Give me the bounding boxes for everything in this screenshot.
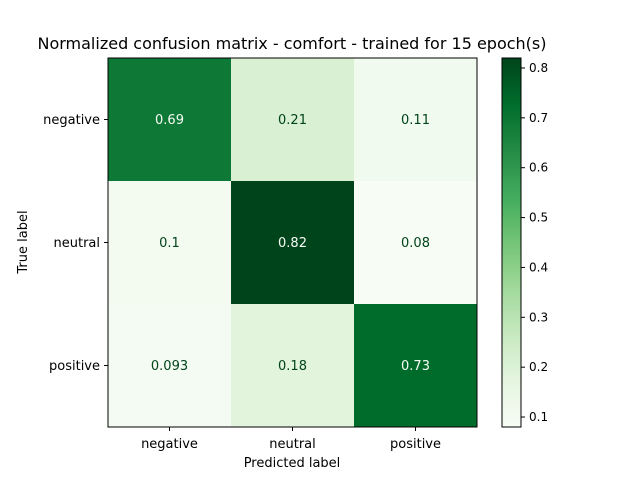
colorbar-ticks: 0.1 0.2 0.3 0.4 0.5 0.6 0.7 0.8 <box>521 61 548 424</box>
heatmap-cell-neutral-positive <box>354 181 478 305</box>
heatmap-cell-labels: 0.69 0.21 0.11 0.1 0.82 0.08 0.093 0.18 0.73 <box>151 113 430 374</box>
chart-title: Normalized confusion matrix - comfort - … <box>37 34 546 53</box>
colorbar-tick-label-2: 0.3 <box>529 310 548 324</box>
x-tick-label-neutral: neutral <box>269 437 316 452</box>
colorbar-tick-label-5: 0.6 <box>529 161 548 175</box>
y-tick-label-neutral: neutral <box>54 236 101 251</box>
cell-value-neutral-neutral: 0.82 <box>278 236 307 251</box>
heatmap-cell-positive-negative <box>108 304 232 428</box>
heatmap-cell-positive-positive <box>354 304 478 428</box>
colorbar-tick-label-6: 0.7 <box>529 111 548 125</box>
colorbar-tick-label-3: 0.4 <box>529 260 548 274</box>
cell-value-positive-negative: 0.093 <box>151 359 188 374</box>
x-tick-label-negative: negative <box>141 437 198 452</box>
heatmap-cell-positive-neutral <box>231 304 355 428</box>
heatmap-cell-neutral-neutral <box>231 181 355 305</box>
cell-value-positive-neutral: 0.18 <box>278 359 307 374</box>
cell-value-negative-positive: 0.11 <box>401 113 430 128</box>
y-axis-ticks: negative neutral positive <box>43 113 108 374</box>
cell-value-negative-neutral: 0.21 <box>278 113 307 128</box>
cell-value-neutral-negative: 0.1 <box>159 236 180 251</box>
cell-value-negative-negative: 0.69 <box>155 113 184 128</box>
x-axis-label: Predicted label <box>244 456 341 471</box>
y-axis-label: True label <box>16 210 31 274</box>
heatmap-cells <box>108 58 478 428</box>
y-tick-label-negative: negative <box>43 113 100 128</box>
colorbar-tick-label-4: 0.5 <box>529 211 548 225</box>
colorbar-frame <box>501 57 522 428</box>
cell-value-neutral-positive: 0.08 <box>401 236 430 251</box>
cell-value-positive-positive: 0.73 <box>401 359 430 374</box>
x-axis-ticks: negative neutral positive <box>141 427 441 452</box>
colorbar-tick-label-0: 0.1 <box>529 410 548 424</box>
y-tick-label-positive: positive <box>49 359 100 374</box>
heatmap-cell-negative-neutral <box>231 58 355 182</box>
heatmap-cell-negative-positive <box>354 58 478 182</box>
heatmap-cell-neutral-negative <box>108 181 232 305</box>
x-tick-label-positive: positive <box>390 437 441 452</box>
colorbar-tick-label-1: 0.2 <box>529 360 548 374</box>
colorbar <box>502 58 521 427</box>
heatmap-cell-negative-negative <box>108 58 232 182</box>
colorbar-tick-label-7: 0.8 <box>529 61 548 75</box>
